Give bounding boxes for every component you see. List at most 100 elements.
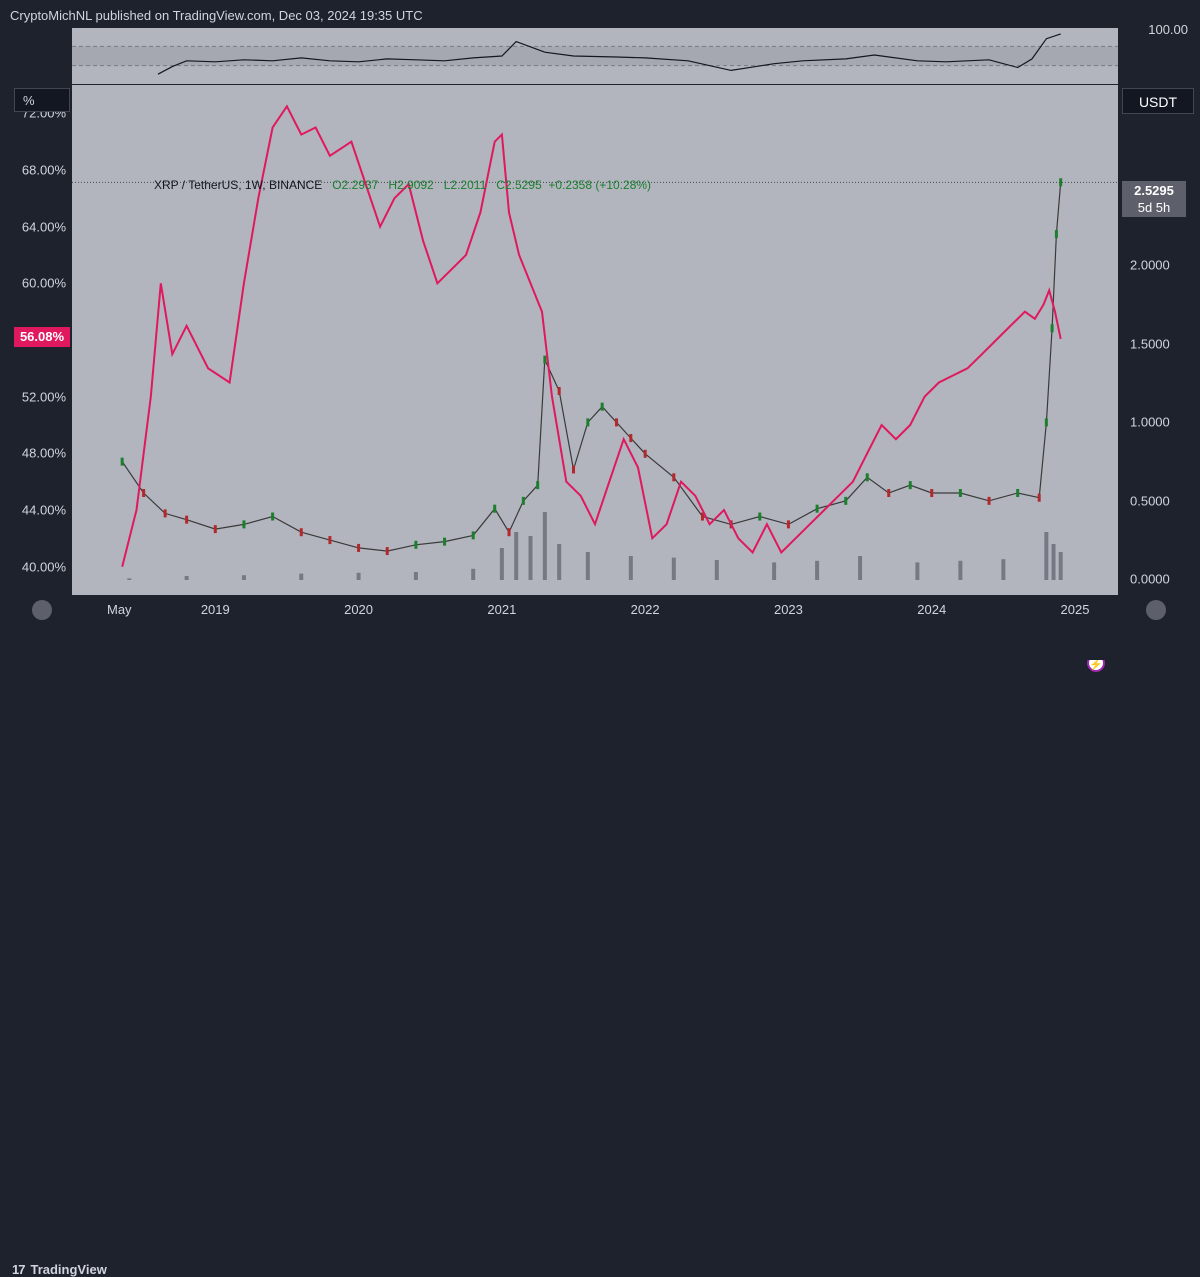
price-candle <box>865 473 869 482</box>
legend-close: C2.5295 <box>496 178 542 192</box>
tradingview-logo-icon: 17 <box>12 1262 26 1277</box>
price-candle <box>299 528 303 537</box>
volume-bar <box>815 560 820 580</box>
tradingview-brand: 17 TradingView <box>12 1262 107 1277</box>
time-axis-tick-label: 2021 <box>487 602 517 617</box>
price-candle <box>493 504 497 513</box>
rsi-chart <box>72 33 1118 75</box>
price-candle <box>844 496 848 505</box>
legend-high: H2.9092 <box>388 178 434 192</box>
current-percent-label: 56.08% <box>14 327 70 347</box>
volume-bar <box>514 532 519 580</box>
footer: 17 TradingView <box>0 626 1200 1277</box>
legend-low: L2.2011 <box>443 178 487 192</box>
publish-header: CryptoMichNL published on TradingView.co… <box>10 8 423 23</box>
time-axis-tick-label: 2025 <box>1060 602 1090 617</box>
price-candle <box>930 489 934 497</box>
price-candle <box>815 504 819 513</box>
price-candle <box>643 449 647 458</box>
volume-bar <box>499 548 504 580</box>
left-axis-tick-label: 68.00% <box>21 162 66 178</box>
price-candle <box>1037 493 1041 502</box>
current-price-value: 2.5295 <box>1134 183 1174 198</box>
left-percent-axis: 72.00% 68.00% 64.00% 60.00% 52.00% 48.00% 44.0… <box>0 85 72 595</box>
left-axis-tick-label: 64.00% <box>21 219 66 235</box>
price-candle <box>471 531 475 540</box>
volume-bar <box>958 560 963 580</box>
time-axis-tick-label: 2022 <box>630 602 660 617</box>
price-candle <box>786 520 790 529</box>
price-candle <box>414 540 418 549</box>
currency-button[interactable]: USDT <box>1122 88 1194 114</box>
time-axis-tick-label: May <box>107 602 132 617</box>
price-candle <box>357 543 361 552</box>
price-candle <box>1059 178 1063 187</box>
current-price-label: 2.5295 5d 5h <box>1122 181 1186 217</box>
price-candle <box>586 418 590 427</box>
price-candle <box>242 520 246 529</box>
price-candle <box>142 489 146 497</box>
legend-open: O2.2937 <box>332 178 379 192</box>
settings-circle-icon-left[interactable] <box>32 600 52 620</box>
volume-bar <box>184 576 189 580</box>
volume-bar <box>542 512 547 580</box>
price-candle <box>185 515 189 524</box>
volume-bar <box>628 556 633 580</box>
price-candle <box>600 402 604 411</box>
volume-bar <box>356 572 361 580</box>
volume-bar <box>1044 532 1049 580</box>
main-chart-pane[interactable]: XRP / TetherUS, 1W, BINANCE O2.2937 H2.9… <box>72 85 1118 672</box>
rsi-axis: 100.00 <box>1118 22 1200 84</box>
price-candle <box>385 547 389 556</box>
bar-countdown: 5d 5h <box>1137 200 1171 215</box>
tradingview-brand-label: TradingView <box>30 1262 107 1277</box>
percent-line <box>121 104 1062 567</box>
time-axis-tick-label: 2020 <box>344 602 374 617</box>
price-candle <box>758 512 762 521</box>
right-axis-tick-label: 1.5000 <box>1130 336 1170 352</box>
volume-bar <box>671 557 676 580</box>
price-candle <box>543 355 547 364</box>
price-candle <box>163 509 167 518</box>
price-candle <box>629 434 633 443</box>
volume-bar <box>772 562 777 580</box>
volume-bar <box>1058 552 1063 580</box>
price-candle <box>572 465 576 474</box>
price-candle <box>908 481 912 490</box>
price-candle <box>987 496 991 505</box>
volume-bar <box>299 573 304 580</box>
volume-bar <box>413 572 418 580</box>
legend-change: +0.2358 (+10.28%) <box>548 178 652 192</box>
volume-bar <box>585 552 590 580</box>
price-candle <box>887 489 891 497</box>
right-axis-tick-label: 2.0000 <box>1130 257 1170 273</box>
price-candle <box>521 496 525 505</box>
volume-bar <box>557 544 562 580</box>
volume-bar <box>714 560 719 580</box>
rsi-line <box>157 33 1061 75</box>
volume-bar <box>471 568 476 580</box>
price-candle <box>1044 418 1048 427</box>
right-axis-tick-label: 1.0000 <box>1130 414 1170 430</box>
price-candle <box>700 512 704 521</box>
volume-bar <box>858 556 863 580</box>
left-axis-tick-label: 60.00% <box>21 275 66 291</box>
price-candle <box>507 528 511 537</box>
left-axis-tick-label: 44.00% <box>21 502 66 518</box>
percent-scale-button[interactable]: % <box>14 88 70 112</box>
price-candle <box>271 512 275 521</box>
rsi-tick-label: 100.00 <box>1148 22 1188 37</box>
price-candle <box>328 536 332 545</box>
left-axis-tick-label: 40.00% <box>21 559 66 575</box>
price-candle <box>672 473 676 482</box>
price-candle <box>536 481 540 490</box>
time-axis-tick-label: 2024 <box>917 602 947 617</box>
price-candle <box>958 489 962 497</box>
left-axis-tick-label: 48.00% <box>21 445 66 461</box>
price-candle <box>614 418 618 427</box>
price-candle <box>557 387 561 395</box>
settings-circle-icon-right[interactable] <box>1146 600 1166 620</box>
price-candle <box>1050 324 1054 333</box>
volume-bar <box>1001 559 1006 580</box>
